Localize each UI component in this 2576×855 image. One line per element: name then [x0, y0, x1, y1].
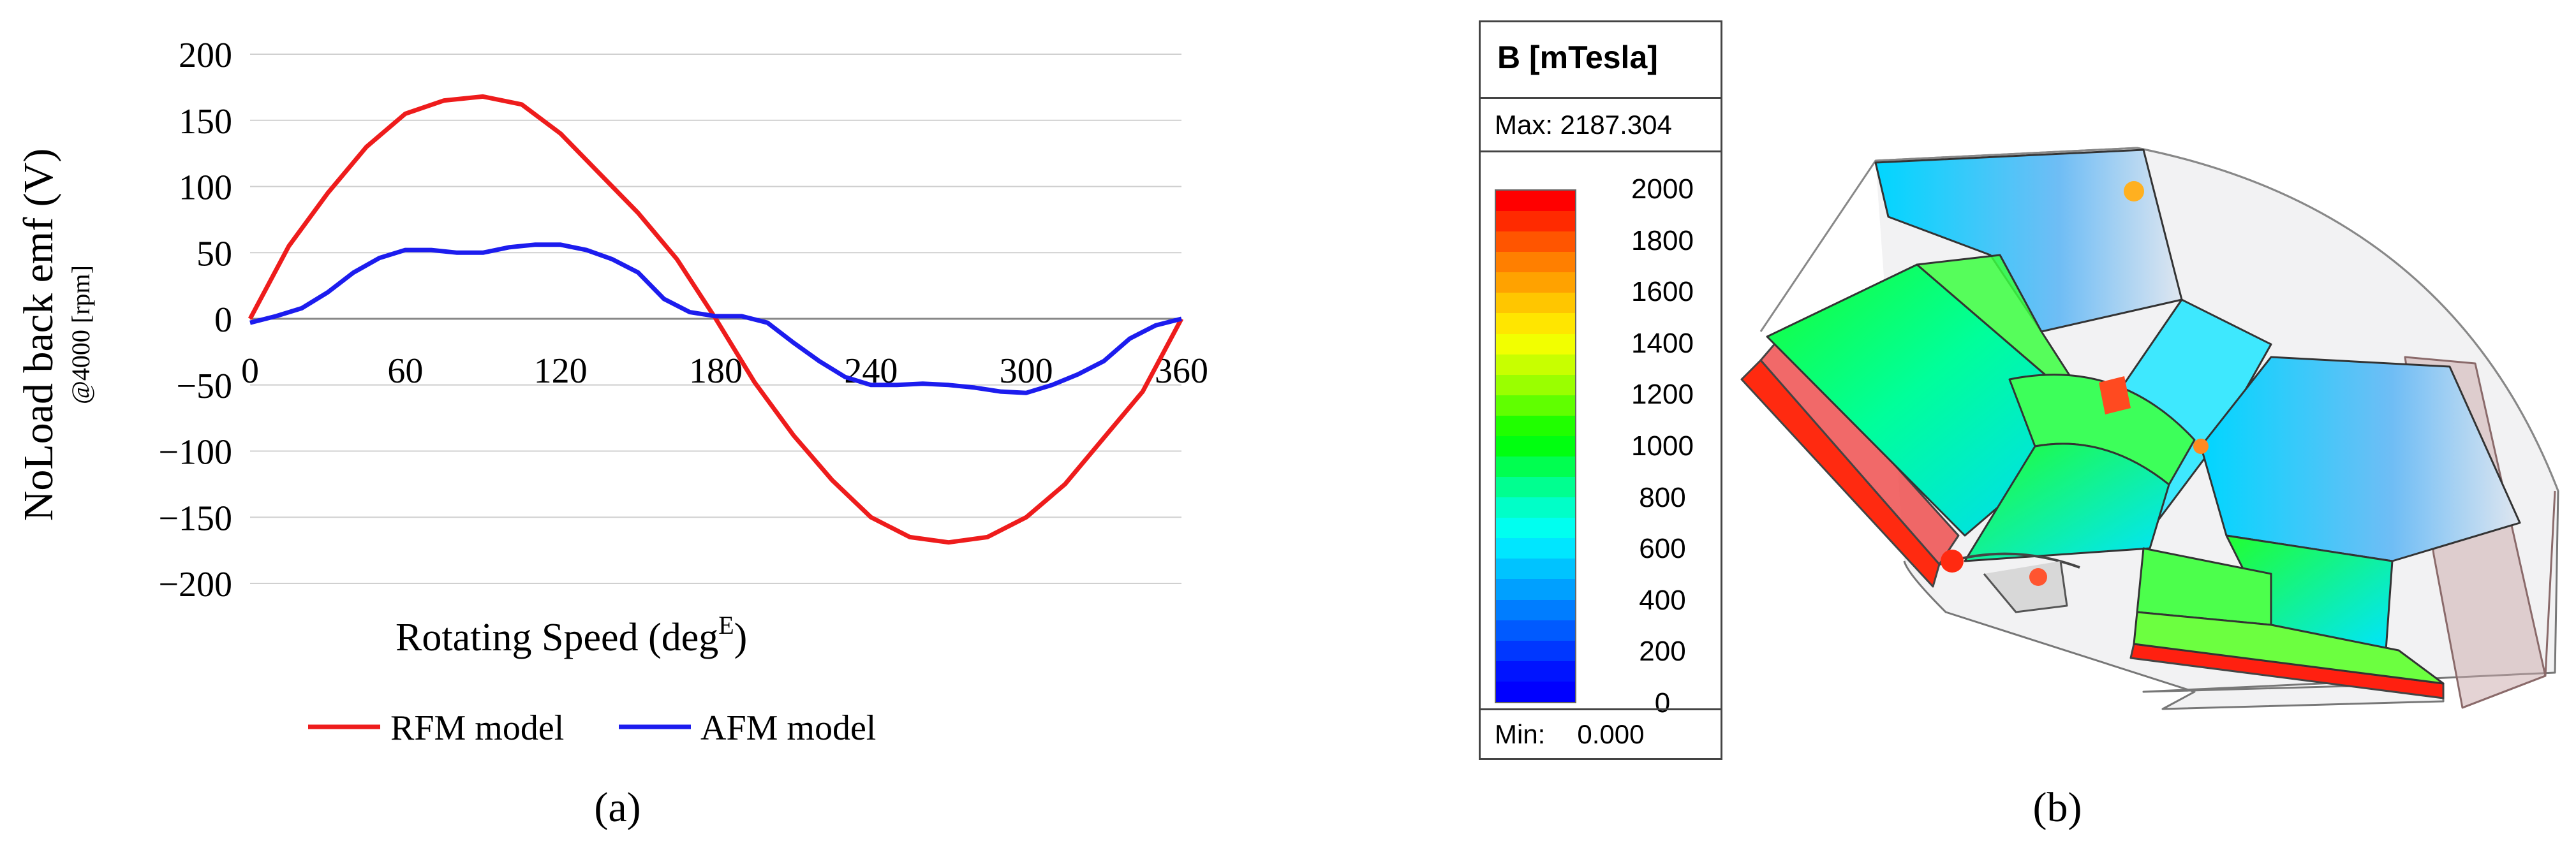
colorbar-swatch [1496, 231, 1575, 252]
panel-label-b: (b) [2033, 784, 2082, 831]
colorbar-swatch [1496, 681, 1575, 702]
colorbar-swatch [1496, 579, 1575, 600]
colorbar-swatch [1496, 293, 1575, 314]
series-line-rfm [248, 94, 1184, 545]
colorbar-tick-label: 200 [1639, 636, 1686, 668]
colorbar-min-row: Min: 0.000 [1481, 708, 1721, 758]
colorbar-swatch [1496, 435, 1575, 457]
legend-label-afm: AFM model [700, 708, 876, 748]
colorbar-legend: B [mTesla] Max: 2187.304 2000 1800 1600 140… [1479, 20, 1722, 760]
colorbar-tick-label: 1000 [1631, 430, 1694, 462]
colorbar-swatch [1496, 477, 1575, 498]
y-axis-label-group: NoLoad back emf (V) @4000 [rpm] [15, 149, 95, 522]
flux-density-3d-plot [1740, 147, 2559, 710]
colorbar-min-value: 0.000 [1577, 719, 1645, 749]
y-tick-label: 200 [179, 36, 232, 75]
colorbar-tick-label: 0 [1654, 687, 1671, 719]
y-axis-sublabel: @4000 [rpm] [66, 265, 95, 404]
colorbar-tick-label: 800 [1639, 481, 1686, 513]
colorbar-swatch [1496, 211, 1575, 232]
y-tick-label: −100 [158, 433, 232, 472]
colorbar-max-label: Max: 2187.304 [1481, 99, 1721, 152]
y-tick-label: −150 [158, 499, 232, 538]
colorbar-title: B [mTesla] [1481, 22, 1721, 99]
colorbar-swatch [1496, 538, 1575, 559]
y-tick-label: 0 [214, 300, 232, 340]
x-tick-label: 360 [1155, 351, 1208, 391]
x-tick-label: 300 [1000, 351, 1053, 391]
colorbar-swatch [1496, 640, 1575, 661]
y-tick-label: −200 [158, 565, 232, 604]
colorbar-tick-label: 1200 [1631, 379, 1694, 411]
series-lines [248, 94, 1184, 545]
x-tick-label: 180 [689, 351, 743, 391]
legend-label-rfm: RFM model [390, 708, 564, 748]
colorbar-gradient [1495, 189, 1576, 703]
y-tick-label: 50 [196, 234, 232, 274]
colorbar-swatch [1496, 313, 1575, 334]
colorbar-swatch [1496, 395, 1575, 416]
colorbar-swatch [1496, 252, 1575, 273]
colorbar-tick-label: 600 [1639, 533, 1686, 565]
y-tick-label: −50 [176, 367, 232, 406]
colorbar-swatch [1496, 272, 1575, 293]
colorbar-swatch [1496, 599, 1575, 620]
colorbar-tick-label: 1800 [1631, 224, 1694, 256]
colorbar-swatch [1496, 374, 1575, 395]
x-axis-label-sup: E [718, 611, 734, 639]
colorbar-swatch [1496, 559, 1575, 580]
y-axis-label: NoLoad back emf (V) [15, 149, 62, 522]
panel-label-a: (a) [594, 784, 640, 831]
x-axis-label-close: ) [734, 616, 748, 659]
x-tick-label: 120 [534, 351, 588, 391]
legend: RFM model AFM model [308, 708, 876, 748]
colorbar-swatch [1496, 661, 1575, 682]
x-axis-label: Rotating Speed (degE) [396, 611, 747, 659]
x-tick-label: 0 [241, 351, 259, 391]
colorbar-tick-label: 1600 [1631, 276, 1694, 308]
colorbar-tick-label: 1400 [1631, 327, 1694, 359]
colorbar-swatch [1496, 415, 1575, 436]
series-line-afm [249, 242, 1182, 395]
colorbar-swatch [1496, 457, 1575, 478]
colorbar-tick-label: 2000 [1631, 173, 1694, 205]
colorbar-swatch [1496, 620, 1575, 641]
x-axis-label-main: Rotating Speed (deg [396, 616, 718, 659]
y-tick-label: 100 [179, 168, 232, 208]
colorbar-tick-label: 400 [1639, 584, 1686, 616]
y-tick-labels: 200 150 100 50 0 −50 −100 −150 −200 [158, 36, 232, 604]
colorbar-swatch [1496, 497, 1575, 518]
colorbar-swatch [1496, 354, 1575, 375]
y-tick-label: 150 [179, 102, 232, 142]
colorbar-min-label: Min: [1495, 719, 1546, 749]
x-tick-label: 60 [387, 351, 423, 391]
colorbar-swatch [1496, 518, 1575, 539]
colorbar-swatch [1496, 333, 1575, 354]
colorbar-swatch [1496, 191, 1575, 212]
